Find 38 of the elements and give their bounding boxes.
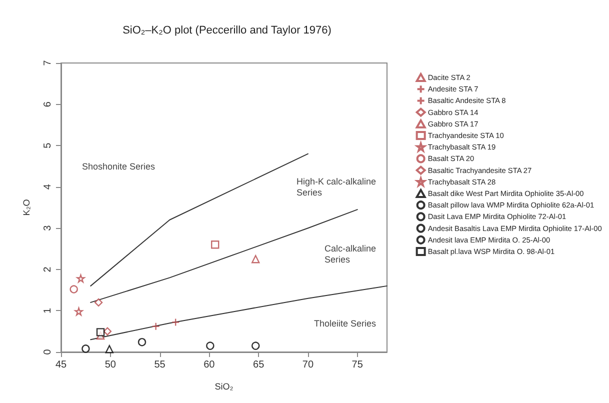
point [211,240,220,249]
x-tick-label: 60 [204,360,216,370]
point [252,342,260,350]
y-axis-title: K₂O [22,199,32,216]
point [94,298,103,307]
point [105,345,114,354]
y-tick-label: 4 [42,184,54,190]
point [252,255,260,264]
point [138,338,146,346]
y-tick-label: 0 [42,348,54,355]
x-axis-title: SiO₂ [214,382,234,392]
point [70,285,78,294]
point [152,322,160,331]
point [206,342,214,350]
y-tick-label: 1 [42,307,54,314]
point [103,327,112,336]
y-tick-label: 6 [42,101,54,108]
annotation: Tholeiite Series [314,318,376,328]
chart-title: SiO₂–K₂O plot (Peccerillo and Taylor 1976) [122,24,332,36]
x-tick-label: 75 [352,360,364,370]
annotation: Shoshonite Series [82,162,156,172]
annotation: High-K calc-alkaline Series [296,176,376,198]
x-tick-label: 55 [154,360,166,370]
x-tick-label: 70 [302,360,314,370]
x-tick-label: 50 [104,360,116,370]
line-series [90,285,388,340]
point [171,318,180,326]
x-tick-label: 65 [253,360,265,370]
y-tick-label: 3 [42,224,54,231]
point [96,328,105,336]
x-tick-label: 45 [55,360,67,370]
y-tick-label: 5 [42,142,54,148]
y-tick-label: 7 [42,60,54,66]
y-tick-label: 2 [42,266,54,272]
annotation: Calc-alkaline Series [324,244,376,264]
point [76,274,85,283]
point [74,307,83,316]
point [82,344,90,353]
